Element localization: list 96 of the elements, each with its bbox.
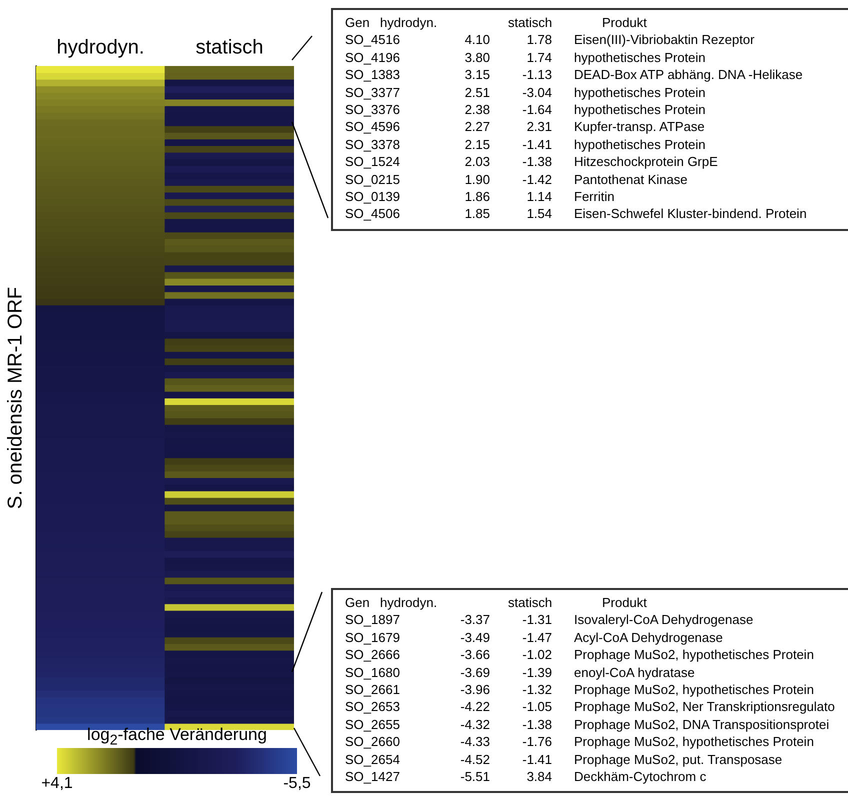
text: -1.64 — [521, 101, 552, 118]
text: -4.33 — [459, 733, 490, 751]
text: hypothetisches Protein — [573, 101, 707, 118]
text: SO_2654 — [345, 750, 401, 768]
y-axis-title: S. oneidensis MR-1 ORF — [4, 286, 27, 510]
text: SO_3377 — [345, 84, 401, 102]
text: Prophage MuSo2, hypothetisches Protein — [573, 646, 815, 664]
text: Isovaleryl-CoA Dehydrogenase — [573, 611, 754, 629]
text: Hitzeschockprotein GrpE — [573, 153, 719, 171]
text: SO_1679 — [345, 628, 401, 646]
text: Prophage MuSo2, hypothetisches Protein — [573, 733, 815, 751]
text: 1.90 — [464, 170, 490, 188]
text: -1.32 — [521, 681, 552, 698]
text: Eisen-Schwefel Kluster-bindend. Protein — [573, 205, 808, 223]
text: -1.76 — [521, 733, 552, 751]
text: SO_2660 — [345, 733, 401, 751]
text: 3.80 — [464, 48, 490, 66]
text: -4.22 — [459, 698, 490, 716]
text: -1.38 — [521, 716, 552, 734]
text: -3.96 — [459, 681, 490, 698]
text: SO_0139 — [345, 188, 401, 206]
text: -4.32 — [459, 716, 490, 734]
text: DEAD-Box ATP abhäng. DNA -Helikase — [573, 66, 804, 84]
text: SO_2666 — [345, 646, 401, 664]
text: 1.74 — [526, 48, 552, 66]
text: statisch — [507, 594, 552, 612]
text: -1.42 — [521, 170, 552, 188]
text: SO_2655 — [345, 716, 401, 734]
text: -3.37 — [459, 611, 490, 629]
text: SO_2653 — [345, 698, 401, 716]
text: 1.14 — [526, 188, 552, 206]
text: hydrodyn. — [380, 14, 438, 32]
text: Eisen(III)-Vibriobaktin Rezeptor — [573, 31, 756, 49]
text: SO_3376 — [345, 101, 401, 118]
text: 2.31 — [526, 118, 552, 136]
text: enoyl-CoA hydratase — [573, 664, 696, 682]
text: Prophage MuSo2, hypothetisches Protein — [573, 681, 815, 698]
text: Kupfer-transp. ATPase — [573, 118, 706, 136]
text: SO_1897 — [345, 611, 401, 629]
text: Prophage MuSo2, Ner Transkriptionsregulato — [573, 698, 836, 716]
text: -1.02 — [521, 646, 552, 664]
text: -1.41 — [521, 136, 552, 154]
color-bar-label: -5,5 — [283, 775, 311, 793]
text: Ferritin — [573, 188, 616, 206]
text: 1.85 — [464, 205, 490, 223]
color-bar-label: +4,1 — [41, 775, 73, 793]
text: hypothetisches Protein — [573, 84, 707, 102]
text: SO_1524 — [345, 153, 401, 171]
text: SO_4196 — [345, 48, 401, 66]
text: 2.38 — [464, 101, 490, 118]
color-bar-title: log$_{2}$-fache Veränderung — [86, 725, 268, 748]
text: SO_1680 — [345, 664, 401, 682]
text: Gen — [345, 15, 370, 30]
text: SO_1427 — [345, 768, 401, 786]
text: SO_3378 — [345, 136, 401, 154]
text: Produkt — [601, 14, 648, 32]
text: 1.78 — [526, 31, 552, 49]
text: 3.15 — [464, 66, 490, 84]
text: Acyl-CoA Dehydrogenase — [573, 628, 724, 646]
text: -1.13 — [521, 66, 552, 84]
text: hypothetisches Protein — [573, 136, 707, 154]
text: hydrodyn. — [380, 594, 438, 612]
text: 2.51 — [464, 84, 490, 102]
text: SO_1383 — [345, 66, 401, 84]
text: 3.84 — [526, 768, 552, 786]
text: -1.38 — [521, 153, 552, 171]
text: -3.04 — [521, 84, 552, 102]
text: SO_4596 — [345, 118, 401, 136]
text: -1.05 — [521, 698, 552, 716]
text: 1.86 — [464, 188, 490, 206]
text: SO_4506 — [345, 205, 401, 223]
text: Produkt — [601, 594, 648, 612]
text: Deckhäm-Cytochrom c — [573, 768, 708, 786]
text: 4.10 — [464, 31, 490, 49]
text: -4.52 — [459, 750, 490, 768]
text: -1.31 — [521, 611, 552, 629]
text: 1.54 — [526, 205, 552, 223]
text: SO_0215 — [345, 170, 401, 188]
text: -1.47 — [521, 628, 552, 646]
text: -3.66 — [459, 646, 490, 664]
text: 2.27 — [464, 118, 490, 136]
text: 2.15 — [464, 136, 490, 154]
text: -1.39 — [521, 664, 552, 682]
text: 2.03 — [464, 153, 490, 171]
text: -5.51 — [459, 768, 490, 786]
text: hypothetisches Protein — [573, 48, 707, 66]
text: Prophage MuSo2, put. Transposase — [573, 750, 784, 768]
text: SO_4516 — [345, 31, 401, 49]
text: SO_2661 — [345, 681, 401, 698]
text: -3.69 — [459, 664, 490, 682]
text: Pantothenat Kinase — [573, 170, 688, 188]
text: Gen — [345, 595, 370, 610]
text: -1.41 — [521, 750, 552, 768]
text: -3.49 — [459, 628, 490, 646]
text: Prophage MuSo2, DNA Transpositionsprotei — [573, 716, 830, 734]
text: statisch — [507, 14, 552, 32]
